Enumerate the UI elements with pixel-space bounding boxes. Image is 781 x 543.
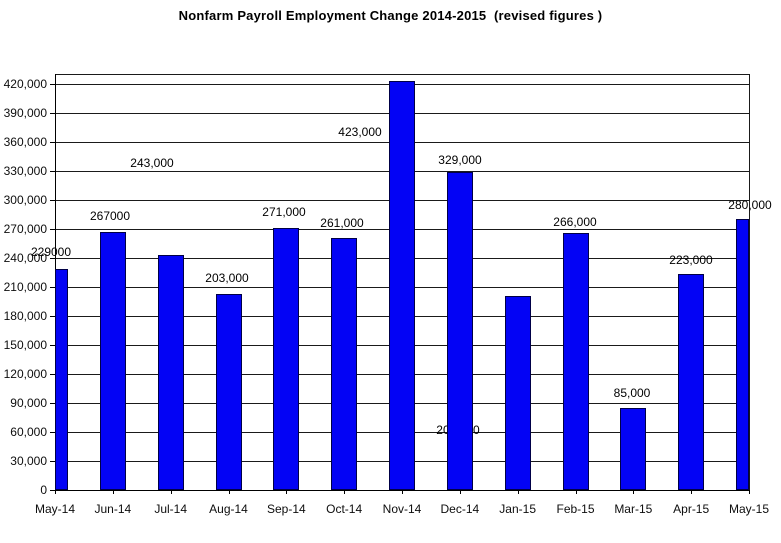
x-axis-tick bbox=[286, 490, 288, 494]
y-axis-tick bbox=[50, 200, 55, 201]
x-axis-tick-label: Mar-15 bbox=[614, 502, 653, 516]
data-label: 423,000 bbox=[338, 125, 382, 139]
x-axis-tick-label: Apr-15 bbox=[673, 502, 710, 516]
y-axis-tick bbox=[50, 287, 55, 288]
chart-title: Nonfarm Payroll Employment Change 2014-2… bbox=[178, 8, 603, 23]
bar bbox=[99, 231, 126, 490]
y-axis-tick bbox=[50, 403, 55, 404]
x-axis-tick bbox=[749, 490, 750, 494]
y-axis-tick-label: 30,000 bbox=[10, 454, 47, 468]
data-label: 280,000 bbox=[728, 198, 772, 212]
x-axis-tick bbox=[55, 490, 56, 494]
data-label: 261,000 bbox=[320, 216, 364, 230]
y-axis-tick-label: 180,000 bbox=[3, 309, 47, 323]
bar bbox=[389, 81, 415, 490]
bar bbox=[331, 237, 358, 490]
data-label: 223,000 bbox=[669, 253, 713, 267]
y-axis-tick bbox=[50, 316, 55, 317]
y-axis-tick-label: 90,000 bbox=[10, 396, 47, 410]
y-axis-tick-label: 120,000 bbox=[3, 367, 47, 381]
data-label: 229000 bbox=[30, 245, 72, 259]
y-axis-tick-label: 60,000 bbox=[10, 425, 47, 439]
y-axis-tick-label: 300,000 bbox=[3, 193, 47, 207]
x-axis-line bbox=[50, 490, 749, 491]
x-axis-tick bbox=[170, 490, 172, 494]
plot-top-border bbox=[55, 74, 749, 75]
y-axis-tick-label: 210,000 bbox=[3, 280, 47, 294]
data-label: 243,000 bbox=[130, 156, 174, 170]
x-axis-tick-label: Sep-14 bbox=[266, 502, 306, 516]
x-axis-tick bbox=[517, 490, 519, 494]
y-axis-tick-label: 0 bbox=[40, 483, 47, 497]
y-axis-tick-label: 240,000 bbox=[3, 251, 47, 265]
y-axis-tick bbox=[50, 84, 55, 85]
data-label: 203,000 bbox=[205, 271, 249, 285]
bar bbox=[620, 407, 647, 490]
y-axis-tick bbox=[50, 171, 55, 172]
x-axis-tick bbox=[402, 490, 403, 494]
x-axis-tick-label: Aug-14 bbox=[209, 502, 248, 516]
x-axis-tick bbox=[344, 490, 346, 494]
y-axis-tick-label: 270,000 bbox=[3, 222, 47, 236]
bar bbox=[736, 219, 749, 490]
y-axis-tick-label: 330,000 bbox=[3, 164, 47, 178]
bar bbox=[273, 228, 300, 490]
x-axis-tick-label: Jun-14 bbox=[94, 502, 132, 516]
x-axis-tick-label: Jul-14 bbox=[154, 502, 187, 516]
data-label: 271,000 bbox=[262, 205, 306, 219]
x-axis-tick-label: May-15 bbox=[728, 502, 769, 516]
x-axis-tick bbox=[633, 490, 635, 494]
x-axis-tick bbox=[112, 490, 114, 494]
y-axis-tick bbox=[50, 461, 55, 462]
x-axis-tick-label: May-14 bbox=[34, 502, 75, 516]
y-axis-tick-label: 390,000 bbox=[3, 106, 47, 120]
bar bbox=[157, 255, 184, 490]
bar bbox=[678, 274, 705, 490]
x-axis-tick-label: Dec-14 bbox=[440, 502, 480, 516]
y-axis-tick bbox=[50, 229, 55, 230]
bar bbox=[562, 232, 589, 490]
data-label: 267000 bbox=[89, 209, 131, 223]
y-axis-tick bbox=[50, 432, 55, 433]
x-axis-tick bbox=[691, 490, 693, 494]
data-label: 329,000 bbox=[438, 153, 482, 167]
data-label: 266,000 bbox=[553, 215, 597, 229]
y-axis-tick-label: 150,000 bbox=[3, 338, 47, 352]
bar bbox=[55, 268, 68, 490]
x-axis-tick bbox=[575, 490, 577, 494]
data-label: 85,000 bbox=[613, 386, 651, 400]
bar bbox=[446, 171, 473, 490]
x-axis-tick-label: Feb-15 bbox=[556, 502, 595, 516]
bar bbox=[215, 293, 242, 490]
y-axis-tick bbox=[50, 142, 55, 143]
plot-right-border bbox=[749, 74, 750, 490]
x-axis-tick bbox=[228, 490, 230, 494]
x-axis-tick-label: Nov-14 bbox=[382, 502, 422, 516]
y-axis-tick bbox=[50, 374, 55, 375]
bar bbox=[504, 295, 531, 490]
y-axis-tick bbox=[50, 345, 55, 346]
x-axis-tick-label: Jan-15 bbox=[499, 502, 536, 516]
y-axis-tick bbox=[50, 113, 55, 114]
y-axis-tick bbox=[50, 258, 55, 259]
x-axis-tick bbox=[459, 490, 461, 494]
y-axis-tick-label: 420,000 bbox=[3, 77, 47, 91]
y-axis-tick-label: 360,000 bbox=[3, 135, 47, 149]
x-axis-tick-label: Oct-14 bbox=[326, 502, 363, 516]
